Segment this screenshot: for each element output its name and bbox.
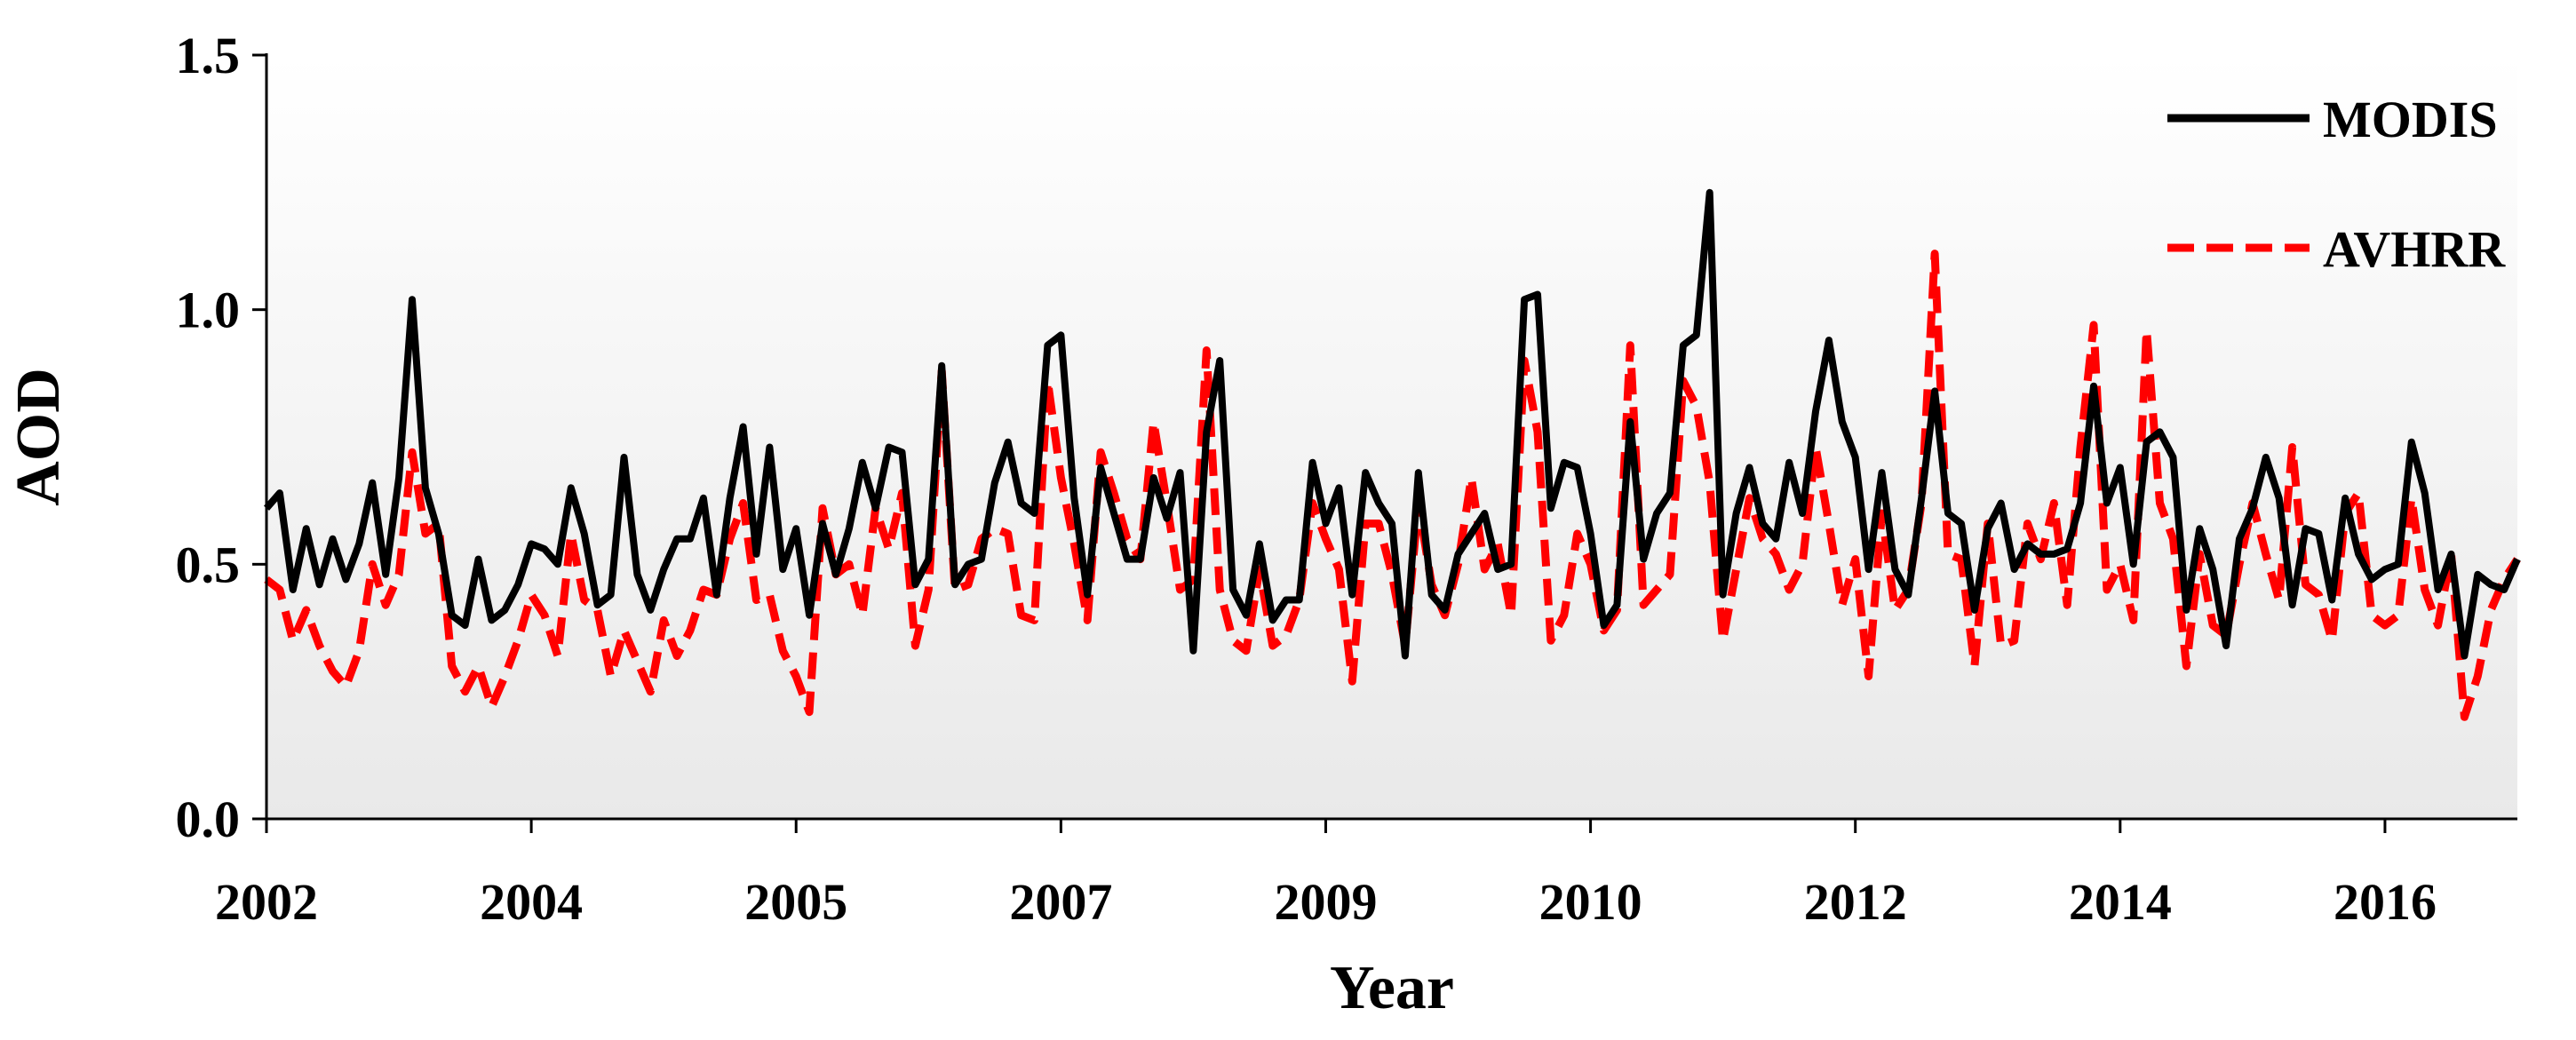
y-tick-label: 0.0 (176, 790, 241, 848)
axes-layer: 0.0 0.5 1.0 1.5 2002 2004 2005 2007 2009 2010 2012… (176, 27, 2517, 931)
y-tick-label: 1.0 (176, 282, 241, 339)
series-layer (263, 188, 2521, 721)
x-tick-label: 2012 (1804, 873, 1907, 931)
legend-label-modis: MODIS (2323, 91, 2498, 148)
x-tick-label: 2014 (2069, 873, 2172, 931)
x-axis-title: Year (1330, 954, 1454, 1022)
x-tick-label: 2005 (744, 873, 847, 931)
y-axis-title: AOD (4, 368, 73, 506)
y-tick-label: 1.5 (176, 27, 241, 84)
legend: MODIS AVHRR (2167, 91, 2506, 278)
x-tick-label: 2004 (480, 873, 583, 931)
x-tick-label: 2002 (215, 873, 318, 931)
x-tick-label: 2007 (1009, 873, 1112, 931)
series-line-avhrr (264, 250, 2521, 721)
x-tick-label: 2009 (1274, 873, 1377, 931)
x-tick-label: 2016 (2334, 873, 2437, 931)
plot-area (266, 55, 2517, 819)
x-tick-label: 2010 (1539, 873, 1642, 931)
series-line-modis (263, 188, 2521, 660)
y-tick-label: 0.5 (176, 536, 241, 593)
legend-label-avhrr: AVHRR (2323, 220, 2506, 278)
